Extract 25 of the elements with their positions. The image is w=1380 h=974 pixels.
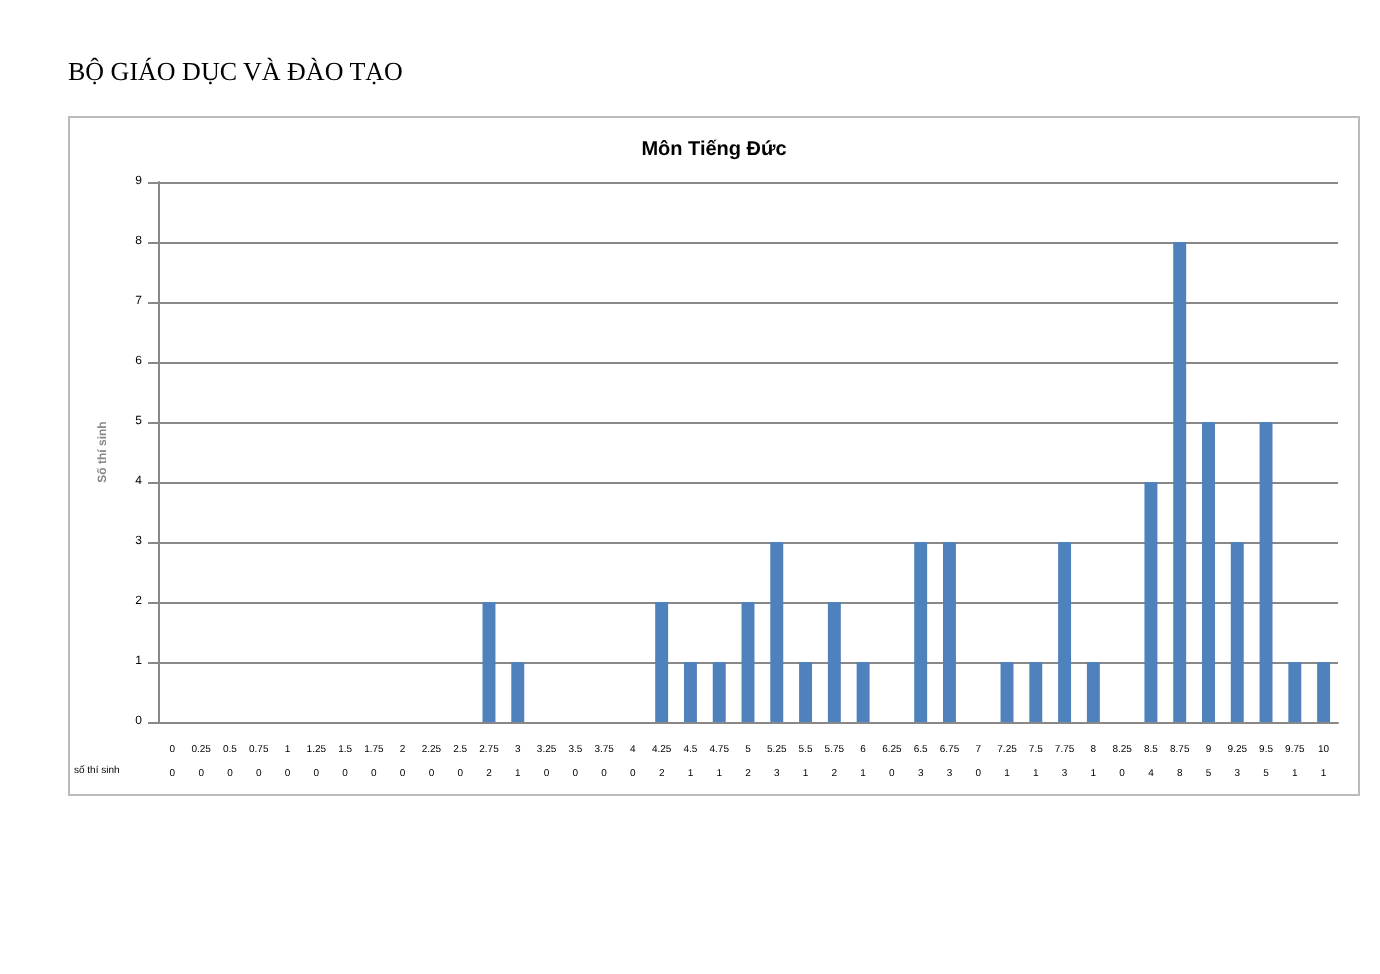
chart-title: Môn Tiếng Đức <box>641 139 788 161</box>
bar <box>856 662 870 722</box>
bar <box>1202 422 1215 722</box>
bar <box>942 542 956 722</box>
text: BỘ GIÁO DỤC VÀ ĐÀO TẠO <box>68 56 403 88</box>
bar <box>683 662 697 722</box>
bar <box>1288 662 1302 722</box>
bar <box>827 602 841 722</box>
bar <box>1029 662 1043 722</box>
bar <box>1259 422 1273 722</box>
bar <box>1144 482 1158 722</box>
bar <box>482 602 496 722</box>
bar <box>799 662 813 722</box>
bar <box>770 542 784 722</box>
bar <box>1058 542 1072 722</box>
bar <box>1317 662 1331 722</box>
bar <box>655 602 669 722</box>
bar <box>1086 662 1100 722</box>
bar <box>511 662 525 722</box>
bar <box>1000 662 1014 722</box>
bar <box>1173 242 1187 722</box>
bar <box>914 542 928 722</box>
bar <box>1230 542 1244 722</box>
bar <box>712 662 726 722</box>
bar <box>741 602 755 722</box>
